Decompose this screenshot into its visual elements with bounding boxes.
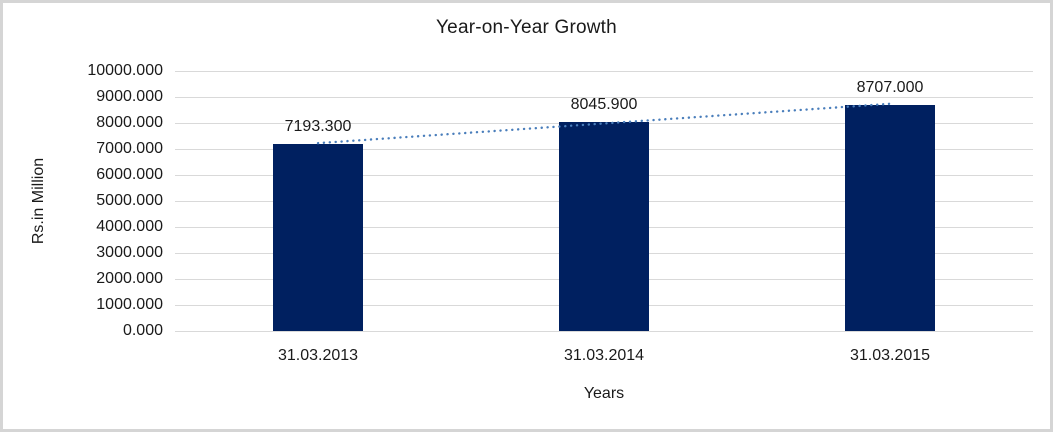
bar bbox=[273, 143, 363, 331]
y-tick-label: 5000.000 bbox=[96, 192, 163, 209]
y-tick-label: 9000.000 bbox=[96, 88, 163, 105]
data-label: 7193.300 bbox=[284, 117, 352, 135]
y-tick-label: 6000.000 bbox=[96, 166, 163, 183]
bar bbox=[845, 104, 935, 331]
x-tick-label: 31.03.2013 bbox=[277, 347, 359, 364]
y-axis-title: Rs.in Million bbox=[30, 157, 47, 245]
y-tick-label: 1000.000 bbox=[96, 296, 163, 313]
x-tick-label: 31.03.2014 bbox=[563, 347, 645, 364]
data-label: 8707.000 bbox=[856, 78, 924, 96]
gridline bbox=[175, 70, 1033, 72]
x-axis-title: Years bbox=[583, 385, 625, 402]
y-tick-label: 2000.000 bbox=[96, 270, 163, 287]
chart-title: Year-on-Year Growth bbox=[436, 17, 617, 38]
y-tick-label: 4000.000 bbox=[96, 218, 163, 235]
y-tick-label: 10000.000 bbox=[87, 62, 163, 79]
data-label: 8045.900 bbox=[570, 95, 638, 113]
x-tick-label: 31.03.2015 bbox=[849, 347, 931, 364]
y-tick-label: 0.000 bbox=[122, 322, 163, 339]
gridline bbox=[175, 96, 1033, 98]
y-tick-label: 3000.000 bbox=[96, 244, 163, 261]
gridline bbox=[175, 330, 1033, 332]
y-tick-label: 7000.000 bbox=[96, 140, 163, 157]
bar bbox=[559, 121, 649, 331]
y-tick-label: 8000.000 bbox=[96, 114, 163, 131]
